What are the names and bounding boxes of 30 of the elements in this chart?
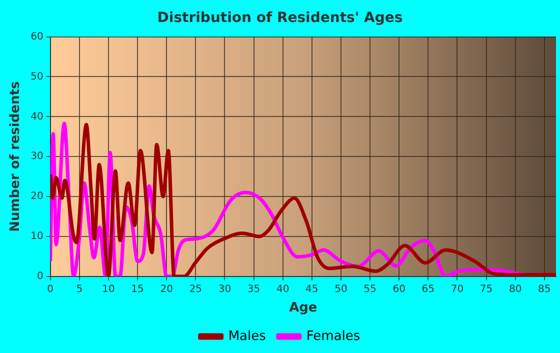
x-tick-label: 65 <box>422 284 434 295</box>
x-tick-label: 75 <box>480 284 493 295</box>
x-tick-label: 85 <box>538 284 551 295</box>
x-tick-label: 0 <box>47 284 54 295</box>
x-tick-label: 30 <box>218 284 232 295</box>
y-tick-label: 10 <box>30 231 44 242</box>
x-tick-label: 60 <box>392 284 406 295</box>
x-tick-label: 70 <box>450 284 464 295</box>
y-tick-label: 0 <box>36 270 44 282</box>
y-tick-label: 60 <box>30 31 44 42</box>
y-tick-label: 20 <box>30 191 44 202</box>
x-tick-label: 10 <box>102 284 115 295</box>
x-tick-label: 55 <box>364 284 376 295</box>
x-tick-label: 80 <box>508 284 522 295</box>
legend-label: Females <box>306 328 360 344</box>
y-axis-title: Number of residents <box>8 81 24 232</box>
x-axis-title: Age <box>289 300 318 316</box>
x-tick-label: 40 <box>276 284 290 295</box>
y-tick-label: 50 <box>30 71 44 82</box>
x-tick-label: 20 <box>160 284 173 295</box>
legend-label: Males <box>228 328 266 344</box>
chart-title: Distribution of Residents' Ages <box>157 10 403 26</box>
x-tick-label: 15 <box>131 284 144 295</box>
y-tick-label: 30 <box>30 151 44 162</box>
x-tick-label: 25 <box>189 284 202 295</box>
x-tick-label: 45 <box>306 284 318 295</box>
y-tick-label: 40 <box>30 111 44 122</box>
x-tick-label: 35 <box>247 284 260 295</box>
x-tick-label: 5 <box>76 284 83 295</box>
x-tick-label: 50 <box>334 284 348 295</box>
